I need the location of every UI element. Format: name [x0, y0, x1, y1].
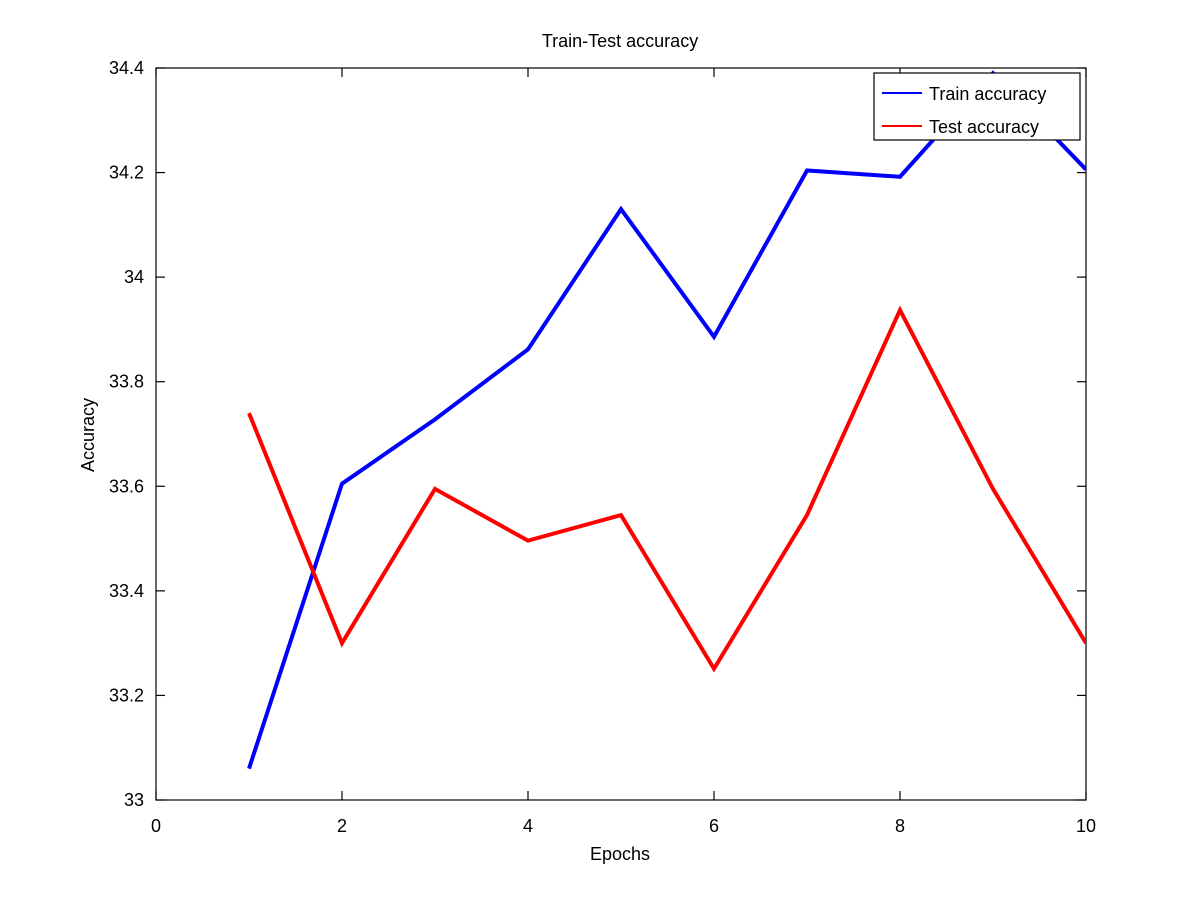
x-tick-label: 6 — [709, 816, 719, 836]
plot-area: 0 2 4 6 8 10 33 33.2 33.4 33.6 33.8 34 34.2 34.4 — [109, 58, 1096, 836]
x-tick-label: 2 — [337, 816, 347, 836]
y-tick-label: 33.4 — [109, 581, 144, 601]
x-tick-label: 8 — [895, 816, 905, 836]
legend-label: Train accuracy — [929, 84, 1046, 104]
y-tick-label: 34.2 — [109, 163, 144, 183]
plot-frame — [155, 67, 1087, 801]
legend-box — [873, 72, 1081, 141]
y-axis-title: Accuracy — [78, 398, 98, 472]
y-tick-label: 34.4 — [109, 58, 144, 78]
x-tick-label: 10 — [1076, 816, 1096, 836]
y-tick-label: 33.2 — [109, 685, 144, 705]
chart-title: Train-Test accuracy — [542, 31, 698, 51]
y-tick-label: 34 — [124, 267, 144, 287]
x-tick-label: 0 — [151, 816, 161, 836]
x-axis-title: Epochs — [590, 844, 650, 864]
legend: Train accuracy Test accuracy — [873, 72, 1081, 141]
series-line-train-accuracy — [247, 70, 1086, 770]
x-tick-label: 4 — [523, 816, 533, 836]
series-line-test-accuracy — [247, 305, 1086, 673]
y-tick-label: 33 — [124, 790, 144, 810]
y-tick-label: 33.8 — [109, 372, 144, 392]
legend-label: Test accuracy — [929, 117, 1039, 137]
y-tick-label: 33.6 — [109, 476, 144, 496]
